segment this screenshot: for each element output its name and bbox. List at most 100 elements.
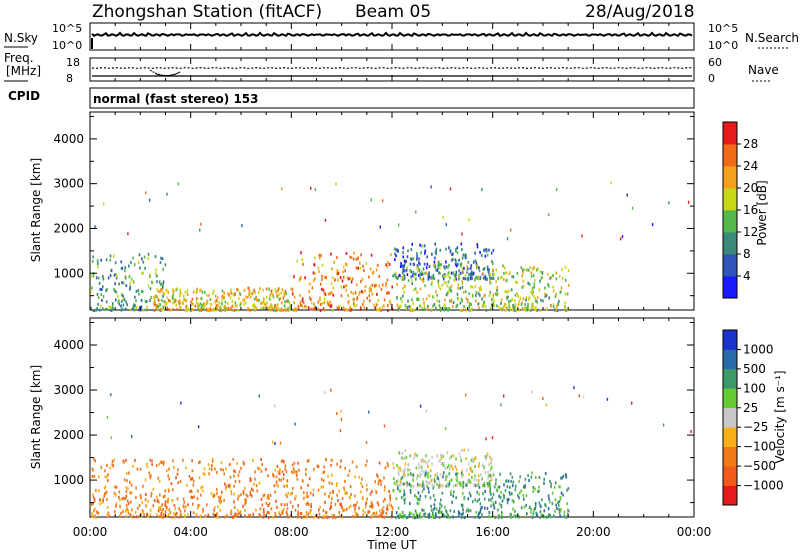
data-cell — [393, 466, 395, 470]
data-cell — [378, 274, 380, 278]
data-cell — [220, 308, 223, 312]
data-cell — [522, 279, 525, 283]
data-cell — [472, 500, 474, 504]
data-cell — [192, 502, 194, 506]
data-cell — [190, 300, 192, 304]
data-cell — [539, 510, 542, 514]
data-cell — [463, 516, 466, 520]
data-cell — [124, 497, 126, 501]
data-cell — [104, 308, 107, 311]
data-cell — [522, 268, 524, 272]
data-cell — [464, 308, 467, 312]
data-cell — [173, 503, 176, 507]
data-cell — [436, 268, 439, 272]
data-cell — [382, 510, 385, 514]
data-cell — [512, 307, 514, 311]
data-cell — [191, 469, 194, 473]
data-cell — [416, 298, 418, 301]
data-cell — [434, 265, 437, 269]
data-cell — [178, 515, 180, 519]
data-cell — [465, 484, 468, 487]
data-cell — [140, 496, 142, 500]
data-cell — [138, 261, 140, 265]
data-cell — [456, 483, 458, 487]
data-cell — [92, 274, 95, 278]
data-cell — [176, 308, 178, 311]
data-cell — [397, 249, 399, 253]
data-cell — [466, 300, 469, 304]
freq-label-1: Freq. — [4, 51, 34, 65]
data-cell — [150, 296, 152, 300]
data-cell — [537, 490, 539, 494]
data-cell — [237, 288, 239, 292]
data-cell — [218, 495, 220, 499]
data-cell — [339, 276, 342, 280]
data-cell — [494, 515, 497, 519]
data-cell — [533, 294, 535, 298]
data-cell — [504, 489, 507, 493]
data-cell — [549, 479, 551, 483]
data-cell — [310, 186, 312, 190]
data-cell — [153, 499, 156, 503]
data-cell — [145, 504, 147, 508]
data-cell — [360, 482, 362, 486]
data-cell — [398, 513, 400, 517]
data-cell — [357, 266, 359, 270]
data-cell — [536, 300, 538, 304]
data-cell — [431, 514, 434, 518]
data-cell — [532, 305, 535, 309]
data-cell — [285, 292, 288, 296]
data-cell — [440, 510, 442, 514]
data-cell — [349, 255, 351, 259]
data-cell — [409, 309, 411, 312]
data-cell — [225, 467, 227, 471]
data-cell — [408, 305, 411, 309]
data-cell — [287, 515, 290, 519]
data-cell — [138, 292, 140, 296]
data-cell — [524, 303, 526, 306]
data-cell — [401, 264, 404, 268]
data-cell — [280, 459, 283, 463]
data-cell — [436, 454, 439, 458]
data-cell — [406, 305, 409, 309]
data-cell — [444, 267, 446, 271]
data-cell — [358, 506, 360, 510]
nave-label: Nave — [748, 63, 779, 77]
data-cell — [238, 479, 241, 483]
data-cell — [406, 273, 409, 277]
data-cell — [452, 305, 454, 309]
velocity-colorbar-tick-label: 1000 — [743, 342, 774, 356]
data-cell — [538, 476, 541, 479]
data-cell — [423, 262, 426, 266]
data-cell — [375, 489, 377, 493]
data-cell — [410, 258, 413, 261]
data-cell — [376, 473, 378, 477]
data-cell — [439, 459, 441, 463]
data-cell — [242, 490, 245, 493]
data-cell — [350, 256, 353, 259]
data-cell — [407, 463, 410, 467]
data-cell — [522, 284, 525, 288]
data-cell — [510, 228, 512, 232]
data-cell — [397, 275, 399, 279]
data-cell — [158, 299, 161, 302]
data-cell — [558, 299, 560, 303]
data-cell — [368, 510, 371, 514]
data-cell — [407, 279, 410, 283]
data-cell — [480, 285, 482, 289]
data-cell — [565, 475, 568, 479]
data-cell — [107, 511, 110, 515]
data-cell — [124, 269, 126, 273]
data-cell — [195, 289, 198, 293]
data-cell — [161, 503, 163, 507]
data-cell — [183, 298, 185, 302]
data-cell — [473, 484, 475, 488]
data-cell — [179, 294, 181, 298]
data-cell — [281, 187, 283, 191]
data-cell — [451, 258, 453, 262]
data-cell — [320, 253, 322, 257]
data-cell — [560, 286, 563, 290]
data-cell — [386, 304, 389, 307]
data-cell — [127, 232, 129, 236]
data-cell — [411, 298, 413, 302]
